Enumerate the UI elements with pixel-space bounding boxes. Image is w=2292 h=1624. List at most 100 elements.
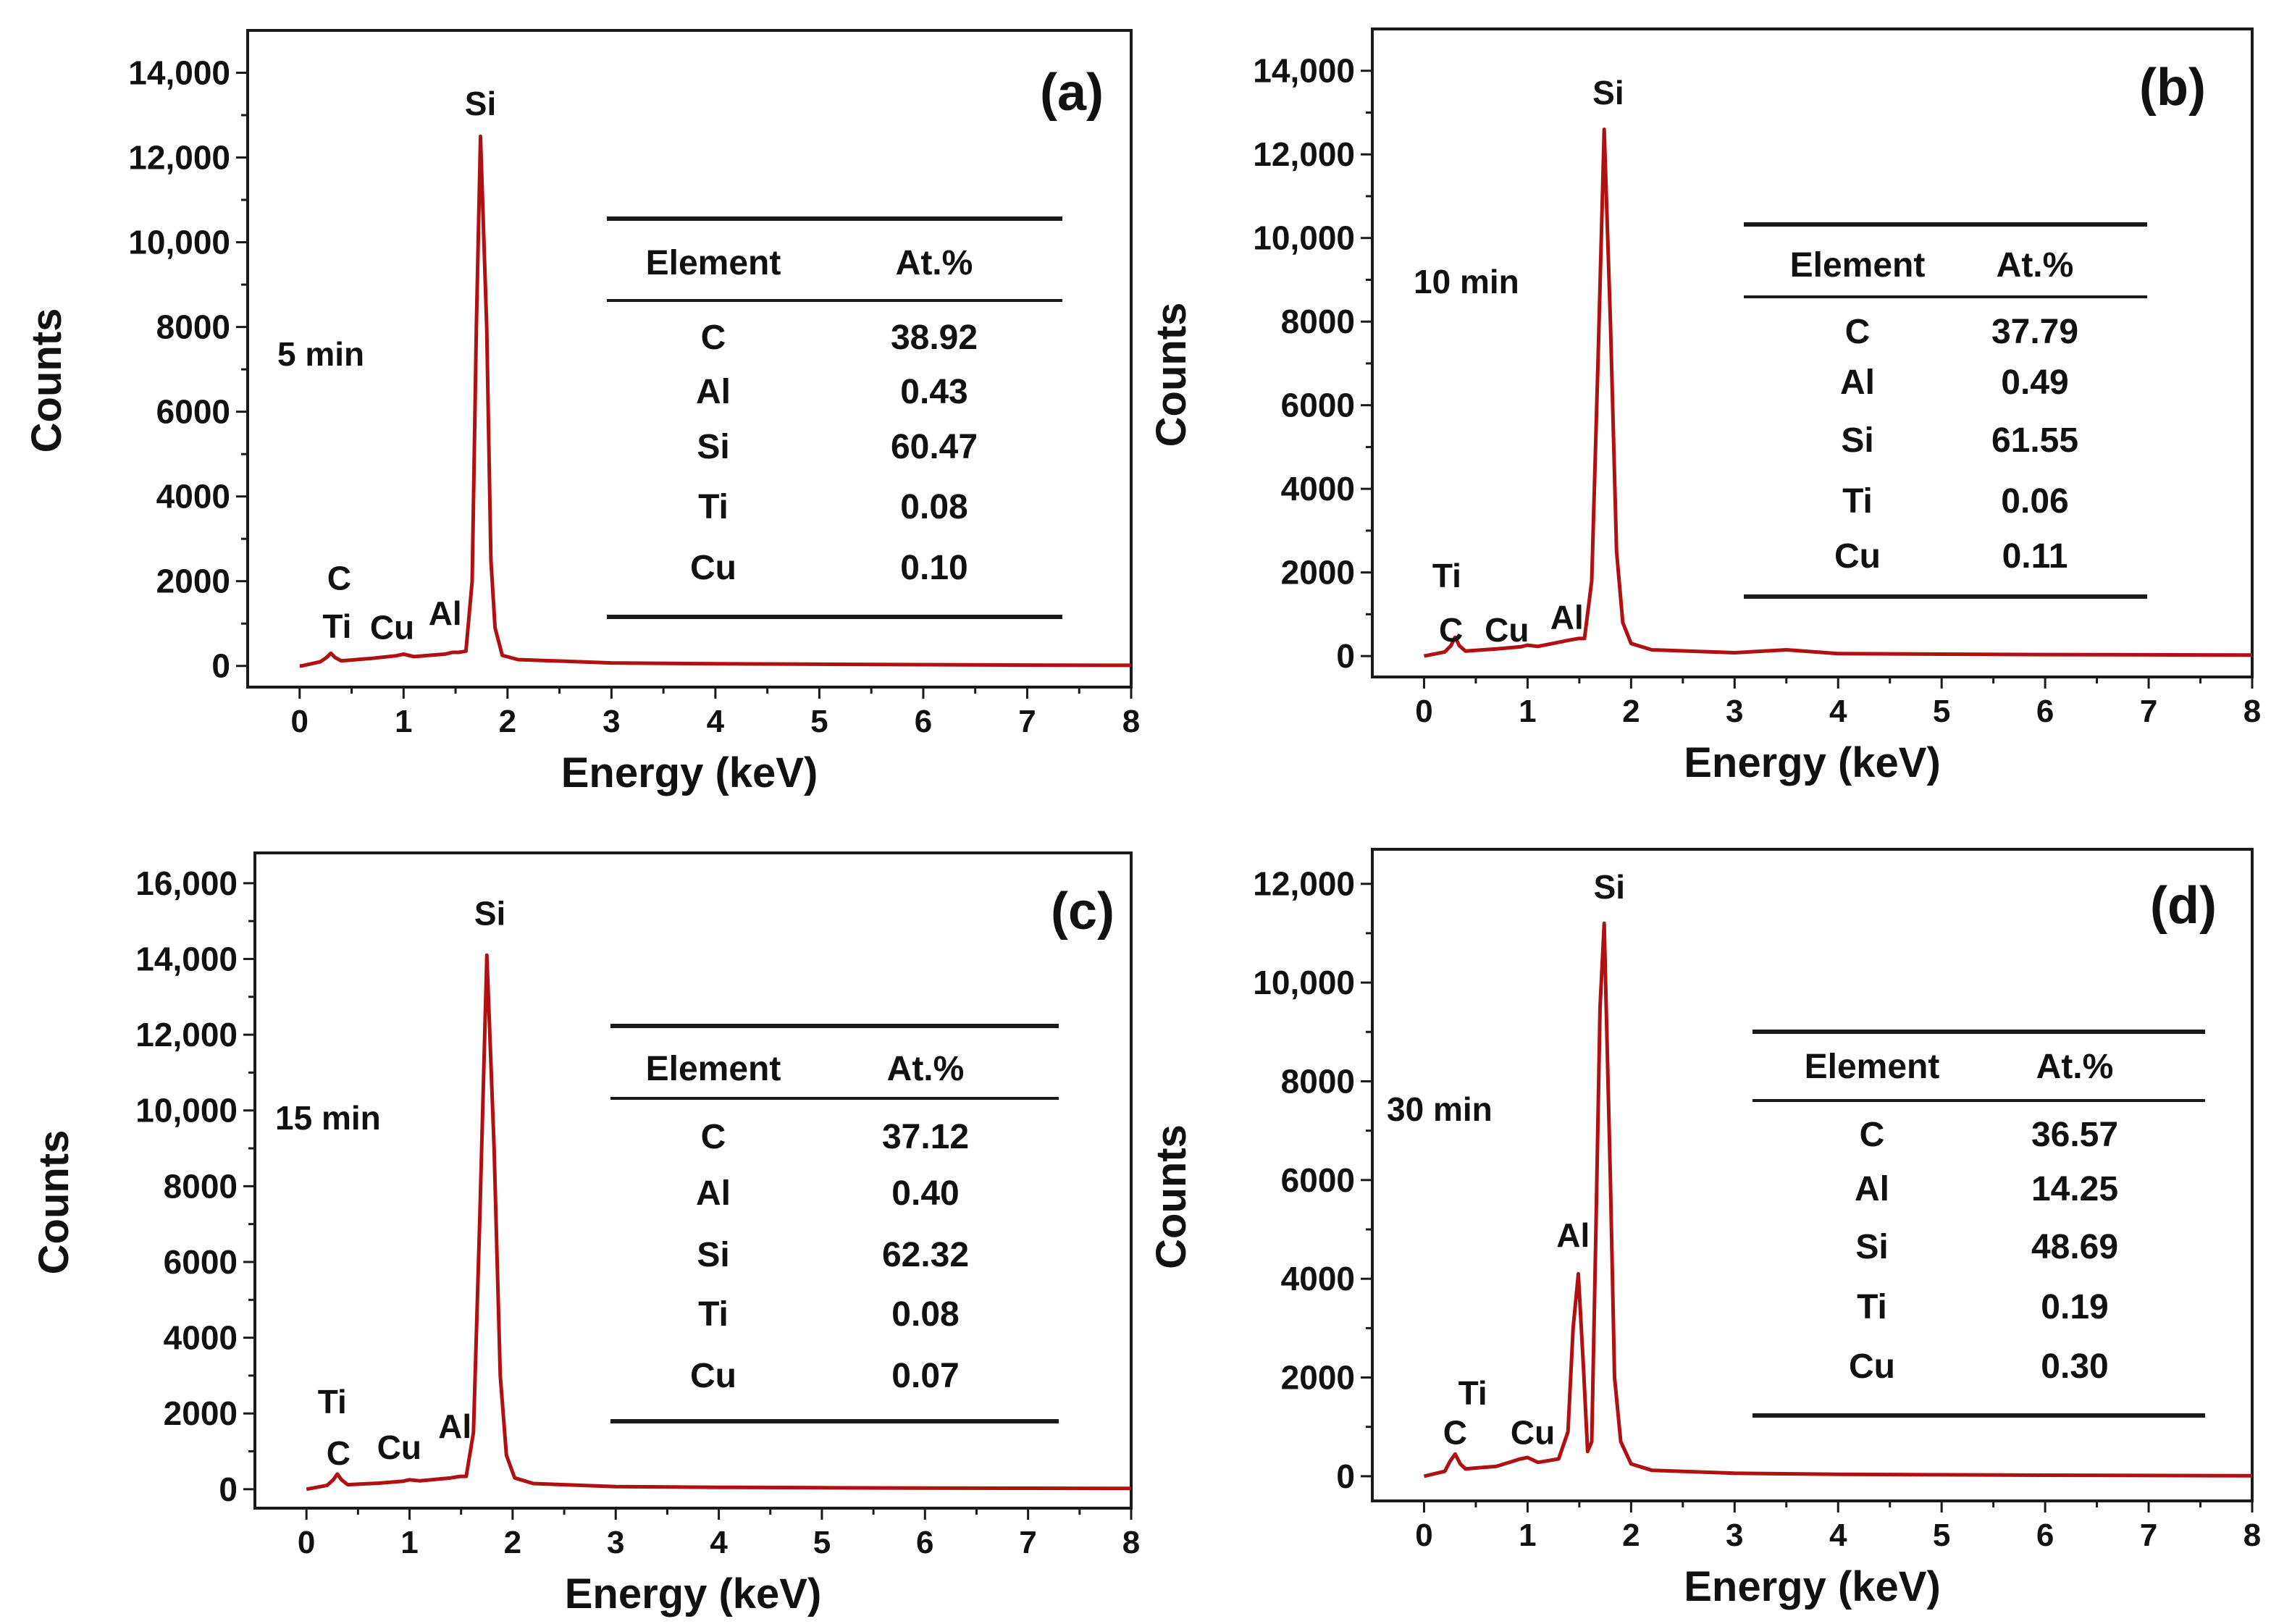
table-cell-element: C: [701, 319, 726, 357]
plot-frame: [1371, 28, 2254, 678]
x-tick-label: 0: [1415, 1518, 1432, 1553]
x-tick-label: 6: [915, 704, 932, 739]
peak-label: Cu: [1485, 611, 1529, 649]
y-tick-label: 6000: [1281, 1161, 1355, 1199]
y-tick-label: 8000: [1281, 303, 1355, 340]
peak-label: Al: [1556, 1216, 1590, 1254]
table-cell-value: 61.55: [1991, 421, 2078, 460]
table-cell-value: 0.49: [2001, 363, 2068, 402]
x-axis-title: Energy (keV): [561, 749, 818, 796]
table-cell-element: Si: [697, 428, 729, 466]
y-tick-label: 6000: [156, 393, 230, 431]
x-tick-label: 7: [2140, 694, 2157, 729]
spectrum-line: [306, 953, 1132, 1492]
table-cell-element: C: [701, 1118, 726, 1156]
time-label: 5 min: [277, 335, 364, 373]
x-tick-label: 4: [710, 1525, 728, 1560]
y-tick-label: 0: [211, 647, 230, 685]
table-header-atpct: At.%: [2036, 1048, 2114, 1086]
x-tick-label: 3: [1726, 1518, 1743, 1553]
spectrum-panel: 0 1 2 3 4 5 6 7 8 0 2000 4000 6000 8000 10,000 12,000 14…: [30, 851, 1140, 1617]
y-tick-label: 2000: [156, 563, 230, 600]
peak-label: C: [327, 559, 351, 597]
table-cell-element: Si: [1855, 1228, 1888, 1266]
x-axis-title: Energy (keV): [1684, 739, 1941, 786]
x-tick-label: 1: [395, 704, 412, 739]
x-tick-label: 5: [1933, 1518, 1950, 1553]
peak-label: Cu: [370, 608, 414, 646]
panel-label: (a): [1040, 64, 1104, 122]
y-tick-label: 0: [1336, 637, 1355, 675]
table-cell-value: 0.10: [900, 549, 967, 587]
table-cell-element: Al: [696, 1174, 731, 1213]
peak-label: Ti: [322, 607, 351, 645]
y-tick-label: 12,000: [128, 139, 230, 177]
y-axis-title: Counts: [30, 1130, 77, 1275]
y-tick-label: 6000: [164, 1243, 238, 1281]
x-tick-label: 1: [1519, 1518, 1536, 1553]
y-tick-label: 14,000: [135, 940, 238, 977]
table-cell-value: 0.30: [2041, 1347, 2108, 1386]
table-header-atpct: At.%: [887, 1050, 965, 1088]
y-tick-label: 4000: [1281, 470, 1355, 508]
x-tick-label: 3: [607, 1525, 624, 1560]
table-cell-element: Cu: [690, 549, 736, 587]
y-tick-label: 2000: [1281, 554, 1355, 592]
peak-label: Si: [465, 85, 496, 122]
peak-label: Si: [1592, 74, 1624, 112]
x-tick-label: 8: [2243, 694, 2261, 729]
spectrum-panel: 0 1 2 3 4 5 6 7 8 0 2000 4000 6000 8000 10,000 12,000 14…: [23, 29, 1140, 796]
y-tick-label: 10,000: [128, 224, 230, 261]
x-tick-label: 8: [1122, 1525, 1140, 1560]
table-cell-value: 0.08: [900, 488, 967, 526]
table-cell-element: C: [1845, 313, 1871, 351]
panel-label: (d): [2150, 877, 2217, 935]
table-cell-element: Al: [696, 373, 731, 411]
table-cell-value: 0.11: [2002, 537, 2068, 576]
x-tick-label: 1: [1519, 694, 1536, 729]
table-cell-value: 0.43: [900, 373, 967, 411]
table-cell-value: 38.92: [891, 319, 978, 357]
x-tick-label: 4: [1829, 1518, 1847, 1553]
table-cell-value: 37.12: [882, 1118, 969, 1156]
table-cell-value: 48.69: [2031, 1228, 2118, 1266]
y-tick-label: 14,000: [128, 54, 230, 92]
spectrum-line: [1423, 921, 2253, 1478]
x-tick-label: 3: [603, 704, 620, 739]
x-tick-label: 7: [2140, 1518, 2157, 1553]
table-cell-element: Ti: [1842, 482, 1873, 521]
spectrum-line: [1424, 127, 2253, 658]
y-tick-label: 6000: [1281, 387, 1355, 424]
table-cell-value: 60.47: [891, 428, 978, 466]
table-cell-value: 0.08: [891, 1295, 959, 1334]
x-tick-label: 7: [1019, 1525, 1036, 1560]
composition-table: Element At.% C 37.12 Al 0.40 Si 62.32 Ti 0.08 Cu 0.…: [610, 1024, 1059, 1423]
table-cell-element: Al: [1840, 363, 1875, 402]
time-label: 10 min: [1414, 263, 1519, 300]
composition-table: Element At.% C 36.57 Al 14.25 Si 48.69 Ti 0.19 Cu 0…: [1752, 1030, 2205, 1418]
peak-label: Al: [1550, 599, 1584, 636]
x-tick-label: 0: [1415, 694, 1432, 729]
table-cell-value: 0.19: [2041, 1288, 2108, 1326]
y-axis-title: Counts: [23, 308, 70, 453]
x-tick-label: 5: [1933, 694, 1950, 729]
composition-table: Element At.% C 38.92 Al 0.43 Si 60.47 Ti 0.08 Cu 0.…: [607, 216, 1062, 619]
spectrum-panel: 0 1 2 3 4 5 6 7 8 0 2000 4000 6000 8000 10,000 12,000 En…: [1148, 848, 2261, 1610]
x-tick-label: 3: [1726, 694, 1743, 729]
y-tick-label: 2000: [1281, 1359, 1355, 1397]
y-tick-label: 10,000: [1253, 219, 1355, 257]
peak-label: C: [1443, 1414, 1467, 1452]
y-tick-label: 8000: [156, 308, 230, 346]
x-tick-label: 2: [1622, 694, 1640, 729]
table-cell-element: Cu: [690, 1357, 736, 1395]
x-tick-label: 0: [291, 704, 308, 739]
y-tick-label: 2000: [164, 1394, 238, 1432]
table-header-element: Element: [646, 1050, 781, 1088]
time-label: 30 min: [1387, 1090, 1493, 1128]
plot-frame: [246, 29, 1133, 689]
x-tick-label: 8: [1122, 704, 1140, 739]
x-tick-label: 6: [2036, 694, 2054, 729]
x-tick-label: 4: [707, 704, 725, 739]
y-axis-title: Counts: [1148, 303, 1195, 447]
x-tick-label: 7: [1018, 704, 1036, 739]
